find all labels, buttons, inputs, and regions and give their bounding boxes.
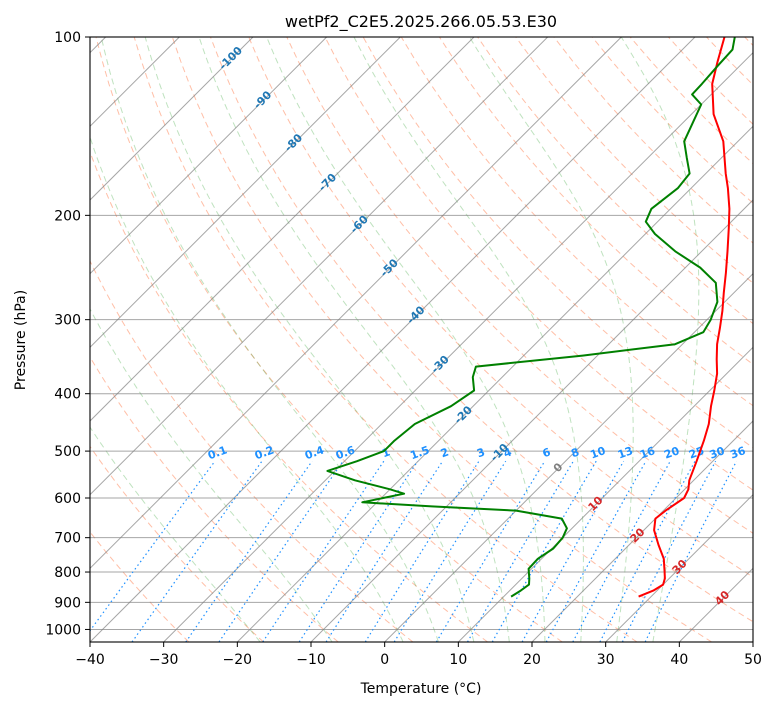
y-tick-label: 600 [54,491,81,507]
y-tick-label: 700 [54,531,81,547]
x-tick-label: −20 [223,652,253,668]
x-tick-label: −40 [75,652,105,668]
y-tick-label: 800 [54,565,81,581]
y-tick-label: 1000 [45,622,81,638]
y-tick-label: 300 [54,313,81,329]
chart-title: wetPf2_C2E5.2025.266.05.53.E30 [285,12,557,32]
isotherm-gridline [753,37,775,642]
x-tick-label: 10 [449,652,467,668]
x-tick-label: 50 [744,652,762,668]
x-tick-label: 30 [597,652,615,668]
x-tick-label: 0 [380,652,389,668]
y-axis-label: Pressure (hPa) [13,290,29,390]
y-tick-label: 500 [54,444,81,460]
x-axis-label: Temperature (°C) [360,681,482,697]
x-tick-label: 20 [523,652,541,668]
y-tick-label: 200 [54,208,81,224]
x-tick-label: 40 [670,652,688,668]
x-tick-label: −30 [149,652,179,668]
y-tick-label: 400 [54,387,81,403]
y-tick-label: 900 [54,595,81,611]
x-tick-label: −10 [296,652,326,668]
y-tick-label: 100 [54,30,81,46]
